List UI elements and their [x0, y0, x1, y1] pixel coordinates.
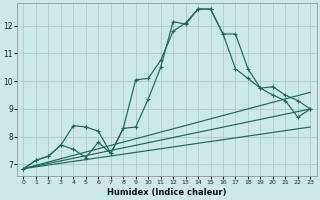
X-axis label: Humidex (Indice chaleur): Humidex (Indice chaleur): [107, 188, 227, 197]
